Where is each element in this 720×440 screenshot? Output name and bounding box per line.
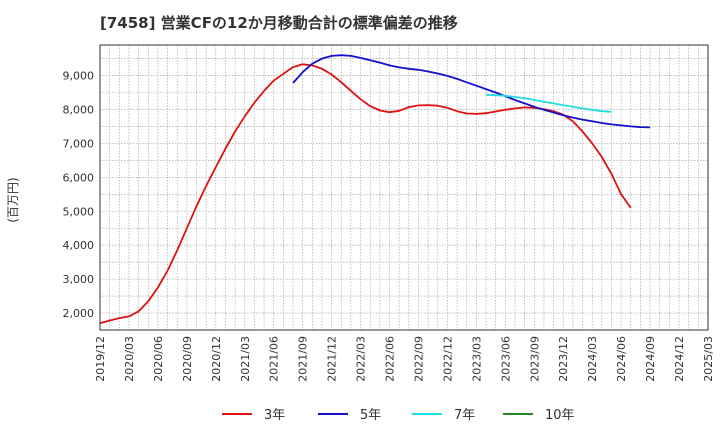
y-tick-label: 5,000: [63, 205, 95, 218]
x-tick-label: 2023/03: [470, 336, 483, 382]
x-tick-label: 2020/09: [181, 336, 194, 382]
y-tick-label: 8,000: [63, 103, 95, 116]
x-tick-label: 2021/09: [297, 336, 310, 382]
y-ticks: 2,000 3,000 4,000 5,000 6,000 7,000 8,000 9,000: [63, 70, 95, 320]
series-line: [292, 54, 651, 129]
x-tick-label: 2023/06: [499, 336, 512, 382]
y-axis-label: (百万円): [6, 177, 20, 222]
x-tick-label: 2022/06: [384, 336, 397, 382]
y-tick-label: 9,000: [63, 70, 95, 83]
series-line: [485, 94, 612, 113]
grid: [100, 45, 708, 330]
x-tick-label: 2022/09: [412, 336, 425, 382]
legend: 3年 5年 7年 10年: [222, 408, 575, 423]
x-tick-label: 2025/03: [702, 336, 715, 382]
legend-label: 5年: [360, 408, 381, 423]
x-tick-label: 2023/12: [557, 336, 570, 382]
y-tick-label: 4,000: [63, 239, 95, 252]
y-tick-label: 7,000: [63, 137, 95, 150]
x-tick-label: 2020/06: [152, 336, 165, 382]
chart-title: [7458] 営業CFの12か月移動合計の標準偏差の推移: [100, 14, 458, 32]
x-tick-label: 2021/06: [268, 336, 281, 382]
y-tick-label: 6,000: [63, 171, 95, 184]
x-tick-label: 2023/09: [528, 336, 541, 382]
x-tick-label: 2024/06: [615, 336, 628, 382]
plot-frame: [99, 44, 709, 331]
x-tick-label: 2021/12: [326, 336, 339, 382]
legend-label: 10年: [545, 408, 575, 423]
legend-label: 3年: [264, 408, 285, 423]
series-lines: [99, 54, 651, 325]
y-tick-label: 3,000: [63, 273, 95, 286]
x-tick-label: 2022/12: [441, 336, 454, 382]
x-tick-label: 2022/03: [355, 336, 368, 382]
legend-label: 7年: [454, 408, 475, 423]
x-tick-label: 2021/03: [239, 336, 252, 382]
x-tick-label: 2024/03: [586, 336, 599, 382]
x-tick-label: 2024/12: [673, 336, 686, 382]
x-tick-label: 2020/03: [123, 336, 136, 382]
y-tick-label: 2,000: [63, 307, 95, 320]
x-tick-label: 2019/12: [94, 336, 107, 382]
x-tick-label: 2020/12: [210, 336, 223, 382]
x-ticks: 2019/12 2020/03 2020/06 2020/09 2020/12 2021/…: [94, 336, 715, 382]
x-tick-label: 2024/09: [644, 336, 657, 382]
